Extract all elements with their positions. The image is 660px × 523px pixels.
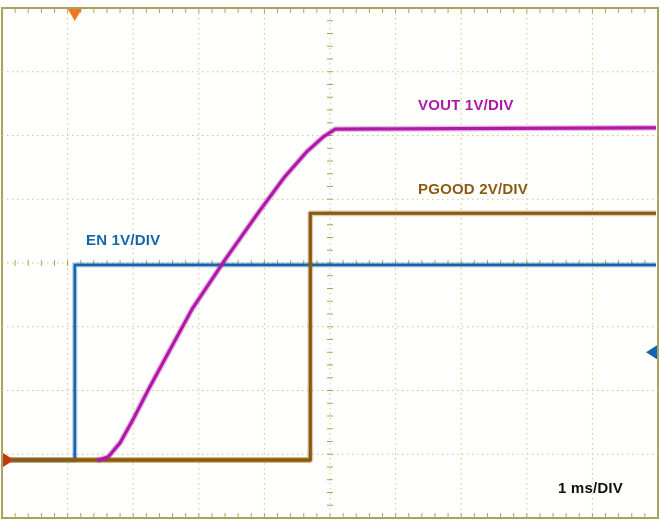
trigger-level-marker xyxy=(646,345,657,360)
vout-channel-label: VOUT 1V/DIV xyxy=(418,97,514,114)
trigger-position-marker xyxy=(67,9,82,21)
trace-vout-fuzz xyxy=(96,124,657,464)
scope-grid xyxy=(1,7,659,519)
trace-pgood xyxy=(5,211,656,462)
pgood-channel-label: PGOOD 2V/DIV xyxy=(418,181,528,198)
scope-markers xyxy=(3,9,657,467)
ground-reference-marker xyxy=(3,452,14,467)
trace-en xyxy=(5,263,656,462)
scope-labels: EN 1V/DIV VOUT 1V/DIV PGOOD 2V/DIV 1 ms/… xyxy=(86,97,623,497)
timebase-label: 1 ms/DIV xyxy=(558,480,623,497)
en-channel-label: EN 1V/DIV xyxy=(86,232,160,249)
trace-vout xyxy=(96,126,657,463)
trace-en-fuzz xyxy=(5,262,656,463)
scope-traces xyxy=(5,124,657,464)
